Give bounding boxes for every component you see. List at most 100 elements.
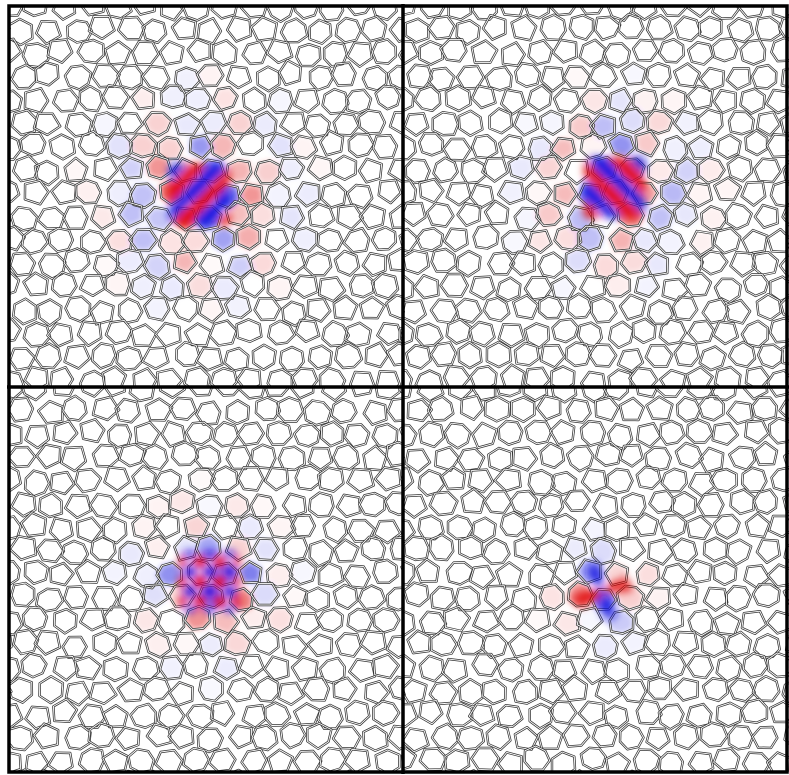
- cell-wall-inner: [210, 701, 235, 727]
- cell-wall-inner: [632, 318, 656, 344]
- cell-wall-inner: [52, 89, 79, 112]
- cell-wall-inner: [618, 13, 644, 39]
- cell-tint: [255, 160, 281, 184]
- cell-tint: [144, 112, 172, 137]
- cell-wall-inner: [211, 6, 238, 19]
- cell-wall-inner: [549, 419, 575, 445]
- cell-wall-inner: [294, 181, 320, 207]
- cell-wall-inner: [403, 112, 429, 137]
- lobe: [590, 595, 598, 603]
- cell-wall-inner: [659, 6, 687, 17]
- cell-wall-inner: [562, 724, 590, 748]
- lobe: [183, 218, 191, 226]
- cell-wall-inner: [430, 631, 458, 656]
- cell-wall-inner: [157, 609, 185, 636]
- lobe: [208, 193, 216, 201]
- cell-wall-inner: [540, 442, 565, 469]
- cell-wall-inner: [644, 587, 671, 611]
- cell-wall-inner: [529, 563, 556, 589]
- cell-wall-inner: [688, 609, 713, 637]
- cell-wall-inner: [92, 396, 120, 421]
- cell-wall-inner: [75, 559, 102, 584]
- cell-tint: [239, 184, 263, 207]
- cell-wall-inner: [226, 16, 252, 42]
- cell-wall-inner: [373, 520, 401, 544]
- cell-wall-inner: [456, 250, 481, 277]
- cell-wall-inner: [619, 723, 644, 750]
- lobe: [595, 580, 603, 588]
- cell-wall-inner: [90, 205, 116, 230]
- lobe: [208, 213, 216, 221]
- cell-wall-inner: [500, 89, 526, 115]
- cell-wall-inner: [489, 108, 513, 134]
- cell-wall-inner: [23, 272, 48, 296]
- cell-wall-inner: [672, 296, 698, 321]
- cell-wall-inner: [374, 466, 402, 491]
- lobe: [595, 590, 603, 598]
- cell-wall-inner: [266, 6, 294, 23]
- cell-wall-inner: [458, 678, 484, 706]
- cell-wall-inner: [487, 251, 515, 275]
- cell-wall-inner: [372, 700, 400, 726]
- cell-wall-inner: [634, 274, 660, 298]
- cell-wall-inner: [753, 441, 778, 466]
- lobe: [208, 590, 216, 598]
- cell-wall-inner: [238, 560, 262, 584]
- cell-wall-inner: [347, 519, 375, 543]
- cell-wall-inner: [80, 418, 105, 443]
- cell-wall-inner: [636, 422, 662, 448]
- cell-tint: [182, 230, 210, 252]
- cell-wall-inner: [91, 342, 117, 369]
- cell-wall-inner: [210, 466, 239, 491]
- cell-wall-inner: [129, 133, 157, 158]
- cell-wall-inner: [648, 538, 674, 565]
- cell-wall-inner: [415, 323, 443, 347]
- cell-wall-inner: [88, 16, 115, 40]
- cell-wall-inner: [633, 513, 659, 536]
- cell-wall-inner: [358, 158, 383, 183]
- central-lobes: [168, 163, 231, 226]
- cell-wall-inner: [684, 272, 712, 297]
- cell-tint: [698, 157, 725, 184]
- cell-wall-inner: [184, 88, 212, 111]
- cell-wall-inner: [581, 387, 607, 403]
- cell-wall-inner: [24, 560, 49, 585]
- lobe: [203, 218, 211, 226]
- cell-wall-inner: [591, 297, 617, 323]
- cell-wall-inner: [50, 471, 75, 495]
- cell-tint: [701, 206, 727, 231]
- cell-wall-inner: [456, 19, 480, 45]
- cell-tint: [225, 294, 251, 318]
- cell-wall-inner: [358, 109, 386, 135]
- cell-wall-inner: [550, 365, 575, 387]
- cell-wall-inner: [49, 134, 76, 160]
- cell-wall-inner: [9, 516, 22, 540]
- cell-wall-inner: [291, 227, 318, 252]
- cell-wall-inner: [565, 248, 592, 273]
- cell-wall-inner: [39, 675, 64, 704]
- cell-wall-inner: [237, 466, 264, 491]
- cell-wall-inner: [79, 85, 103, 112]
- cell-wall-inner: [104, 40, 132, 66]
- cell-wall-inner: [510, 490, 538, 516]
- cell-wall-inner: [403, 560, 415, 585]
- cell-wall-inner: [290, 135, 318, 159]
- lobe: [213, 188, 221, 196]
- cell-wall-inner: [407, 398, 433, 422]
- cell-wall-inner: [33, 723, 59, 749]
- cell-wall-inner: [702, 298, 729, 324]
- cell-wall-inner: [278, 682, 305, 706]
- cell-tint: [620, 108, 645, 133]
- cell-wall-inner: [107, 180, 133, 207]
- cell-wall-inner: [512, 294, 539, 320]
- cell-wall-inner: [184, 323, 212, 347]
- cell-wall-inner: [160, 6, 184, 21]
- cell-wall-inner: [53, 420, 78, 445]
- cell-wall-inner: [455, 586, 480, 611]
- cell-wall-inner: [105, 229, 133, 253]
- cell-wall-inner: [242, 704, 267, 729]
- cell-wall-inner: [457, 726, 485, 751]
- cell-wall-inner: [753, 489, 778, 515]
- cell-wall-inner: [320, 421, 344, 447]
- cell-wall-inner: [579, 6, 604, 15]
